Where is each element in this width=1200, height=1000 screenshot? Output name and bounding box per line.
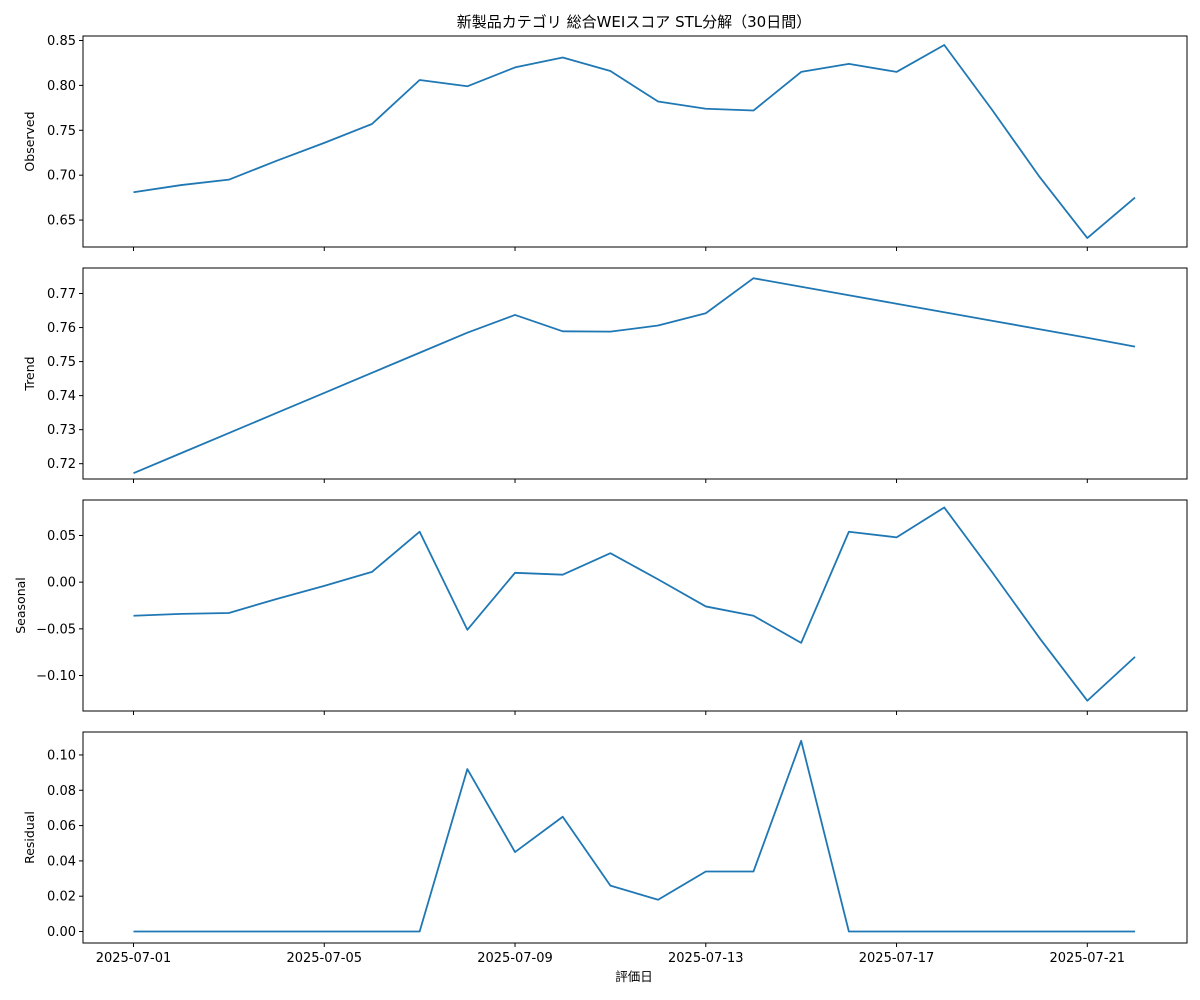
- x-tick-label: 2025-07-05: [286, 951, 362, 966]
- x-tick-label: 2025-07-17: [859, 951, 935, 966]
- y-axis-label-seasonal: Seasonal: [13, 577, 28, 634]
- y-tick-label: 0.06: [47, 819, 76, 834]
- y-tick-label: 0.08: [47, 784, 76, 799]
- y-tick-label: 0.02: [47, 890, 76, 905]
- y-tick-label: −0.10: [36, 669, 76, 684]
- y-tick-label: 0.77: [47, 287, 76, 302]
- y-tick-label: 0.85: [47, 34, 76, 49]
- y-tick-label: 0.04: [47, 854, 76, 869]
- panel-4-frame: [82, 731, 1188, 944]
- series-line-residual: [133, 739, 1135, 933]
- y-tick-label: −0.05: [36, 622, 76, 637]
- chart-title: 新製品カテゴリ 総合WEIスコア STL分解（30日間）: [457, 13, 811, 31]
- y-axis-label-residual: Residual: [22, 811, 37, 864]
- y-tick-label: 0.73: [47, 423, 76, 438]
- x-tick-label: 2025-07-13: [668, 951, 744, 966]
- series-line-observed: [133, 44, 1136, 239]
- x-tick-label: 2025-07-01: [96, 951, 172, 966]
- x-tick-label: 2025-07-21: [1050, 951, 1126, 966]
- y-tick-label: 0.65: [47, 214, 76, 229]
- series-line-seasonal: [133, 506, 1136, 702]
- panel-3-frame: [82, 499, 1188, 712]
- y-tick-label: 0.80: [47, 79, 76, 94]
- y-tick-label: 0.75: [47, 124, 76, 139]
- y-tick-label: 0.00: [47, 576, 76, 591]
- y-tick-label: 0.72: [47, 457, 76, 472]
- y-tick-label: 0.74: [47, 389, 76, 404]
- panel-2-frame: [82, 267, 1188, 480]
- series-line-trend: [133, 277, 1136, 475]
- y-tick-label: 0.70: [47, 169, 76, 184]
- y-tick-label: 0.75: [47, 355, 76, 370]
- y-axis-label-observed: Observed: [22, 111, 37, 171]
- x-axis-label: 評価日: [615, 969, 653, 984]
- x-tick-label: 2025-07-09: [477, 951, 553, 966]
- y-tick-label: 0.10: [47, 748, 76, 763]
- y-tick-label: 0.05: [47, 529, 76, 544]
- y-axis-label-trend: Trend: [22, 356, 37, 391]
- panel-1-frame: [82, 35, 1188, 248]
- y-tick-label: 0.00: [47, 925, 76, 940]
- y-tick-label: 0.76: [47, 321, 76, 336]
